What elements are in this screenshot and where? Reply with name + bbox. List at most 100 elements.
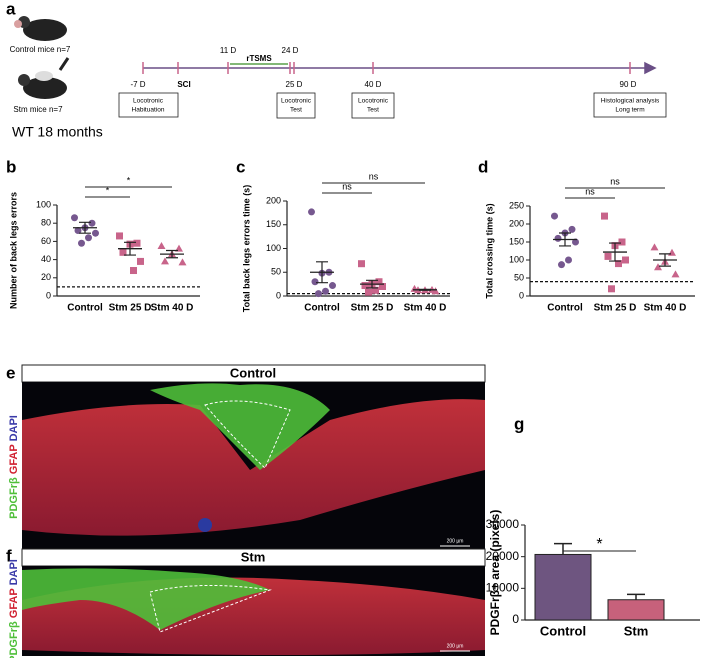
significance-label: ns [342,181,352,191]
panel-label: d [478,157,488,176]
stain-label: PDGFrβ GFAP DAPI [8,559,20,658]
box-text: Long term [615,107,644,114]
group-label: Stm mice n=7 [13,105,63,114]
y-tick-label: 50 [514,272,524,282]
significance-label: * [596,536,602,553]
error-bar [627,593,645,600]
error-bar [366,279,378,289]
x-tick-label: Control [540,623,586,638]
y-tick-label: 0 [512,612,519,626]
x-tick-label: Stm 40 D [404,303,447,314]
y-tick-label: 100 [36,199,51,209]
error-bar [554,542,572,555]
stain: DAPI [8,415,20,441]
y-tick-label: 30000 [486,517,520,531]
mouse-icon [14,16,70,99]
y-tick-label: 20000 [486,549,520,563]
data-point [654,263,662,271]
y-tick-label: 150 [509,236,524,246]
data-point [568,225,576,233]
data-point [311,278,319,286]
y-axis-label: Number of back legs errors [8,192,18,309]
y-axis-label: Total crossing time (s) [484,203,494,298]
y-tick-label: 80 [41,218,51,228]
event-label: -7 D [130,80,145,89]
data-point [365,288,372,296]
y-tick-label: 0 [519,290,524,300]
significance-label: ns [610,176,620,186]
micrograph-title: Stm [241,549,266,564]
data-point [119,248,127,256]
bar [607,599,665,621]
data-point [615,260,622,268]
stain-label: PDGFrβ GFAP DAPI [8,415,20,519]
data-point [668,248,676,256]
timeline [142,61,657,75]
data-point [572,238,579,246]
x-tick-label: Stm 25 D [351,303,394,314]
y-tick-label: 150 [266,219,281,229]
box-text: Test [290,107,302,114]
micrograph [22,382,485,552]
significance-label: * [106,185,110,195]
data-point [554,234,562,242]
data-point [130,267,137,275]
y-tick-label: 10000 [486,581,520,595]
error-bar [609,242,621,262]
data-point [431,287,440,295]
box-text: Locotronic [133,98,164,105]
error-bar [124,241,136,256]
y-tick-label: 200 [266,195,281,205]
data-point [551,212,558,220]
box-text: Locotronic [281,98,312,105]
y-tick-label: 20 [41,272,51,282]
data-point [137,257,144,265]
y-axis-label: PDGFrβ+ area (pixels) [488,510,502,636]
y-tick-label: 100 [266,243,281,253]
event-label: 90 D [620,80,637,89]
error-bar [316,261,328,284]
error-bar [79,221,91,234]
box-text: Histological analysis [601,98,660,105]
data-point [622,256,629,264]
data-point [618,238,626,246]
data-point [161,257,169,265]
data-point [604,252,612,260]
stain: DAPI [8,559,20,585]
y-tick-label: 100 [509,254,524,264]
data-point [116,232,123,240]
error-bar [419,288,431,291]
y-tick-label: 200 [509,218,524,228]
x-tick-label: Stm 40 D [151,303,194,314]
bar [534,553,592,621]
y-tick-label: 40 [41,254,51,264]
y-axis-label: Total back legs errors time (s) [241,185,251,312]
box-text: Locotronic [358,98,389,105]
data-point [92,229,99,237]
event-label: 11 D [220,46,237,55]
scale-bar: 200 µm [447,643,464,649]
event-label: 40 D [365,80,382,89]
event-label: 24 D [282,46,299,55]
data-point [375,278,383,286]
data-point [133,239,141,247]
data-point [85,234,92,242]
significance-label: * [127,175,131,185]
y-tick-label: 250 [509,200,524,210]
data-point [157,241,166,249]
data-point [671,270,680,278]
data-point [88,219,96,227]
data-point [601,212,608,220]
stain: GFAP [8,588,20,618]
error-bar [166,249,178,259]
box-text: Test [367,107,379,114]
data-point [71,214,78,222]
data-point [558,261,565,269]
box-text: Habituation [132,107,165,114]
data-point [565,256,572,264]
data-point [372,286,379,294]
data-point [78,239,85,247]
stain: PDGFrβ [8,477,20,519]
data-point [178,258,187,266]
